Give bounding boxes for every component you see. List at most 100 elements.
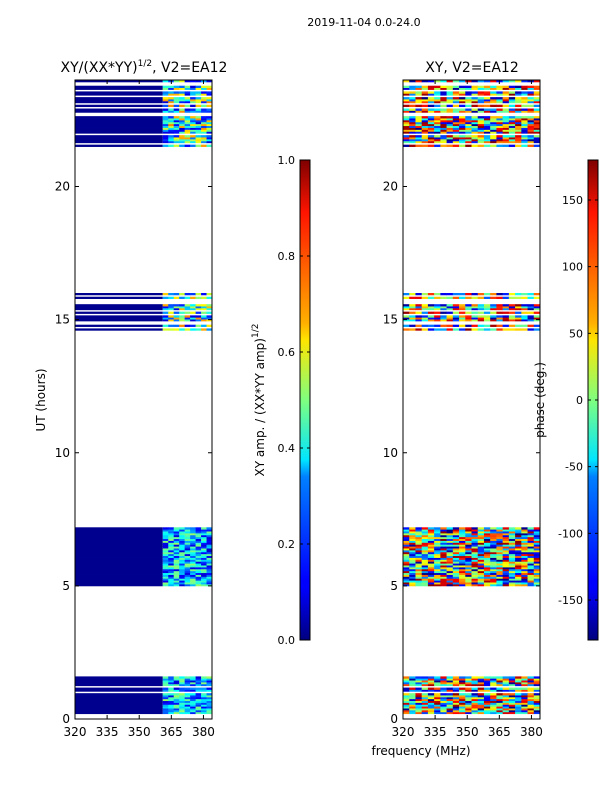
right-heatmap-cell xyxy=(527,580,535,583)
left-heatmap-cell xyxy=(179,307,185,311)
right-heatmap-cell xyxy=(465,693,472,696)
right-heatmap-cell xyxy=(521,119,528,123)
left-heatmap-cell xyxy=(201,680,207,683)
right-heatmap-cell xyxy=(477,304,485,307)
right-heatmap-cell xyxy=(409,582,416,585)
right-heatmap-cell xyxy=(496,570,503,574)
left-heatmap-cell xyxy=(195,583,202,587)
right-heatmap-cell xyxy=(508,557,516,560)
right-heatmap-cell xyxy=(427,702,435,705)
right-heatmap-cell xyxy=(533,566,540,570)
right-heatmap-cell xyxy=(527,570,535,574)
right-heatmap-cell xyxy=(483,568,491,572)
left-heatmap-cell xyxy=(168,555,175,558)
right-heatmap-cell xyxy=(533,683,540,687)
right-heatmap-cell xyxy=(421,315,429,318)
right-heatmap-cell xyxy=(533,116,540,119)
left-heatmap-cell xyxy=(162,324,169,327)
right-heatmap-cell xyxy=(465,311,472,314)
right-heatmap-cell xyxy=(490,700,497,703)
right-heatmap-cell xyxy=(502,696,510,700)
left-heatmap-cell xyxy=(168,307,175,311)
left-heatmap-cell xyxy=(173,87,180,90)
right-heatmap-cell xyxy=(527,125,535,128)
right-heatmap-cell xyxy=(459,680,466,683)
right-heatmap-cell xyxy=(440,706,447,709)
right-heatmap-cell xyxy=(521,676,528,679)
left-heatmap-cell xyxy=(201,566,207,570)
right-heatmap-cell xyxy=(477,583,485,587)
left-heatmap-cell xyxy=(184,137,191,140)
right-heatmap-cell xyxy=(521,572,528,575)
left-heatmap-cell xyxy=(195,80,202,83)
left-heatmap-cell xyxy=(184,693,191,696)
right-heatmap-cell xyxy=(471,698,479,702)
left-heatmap-cell xyxy=(190,702,196,705)
right-y-tick-label: 5 xyxy=(390,579,398,593)
right-heatmap-cell xyxy=(477,542,485,545)
right-heatmap-cell xyxy=(477,532,485,536)
right-heatmap-cell xyxy=(459,80,466,83)
left-heatmap-cell xyxy=(75,135,163,138)
left-heatmap-cell xyxy=(179,135,185,138)
right-heatmap-cell xyxy=(533,576,540,579)
right-heatmap-cell xyxy=(471,100,479,104)
right-heatmap-cell xyxy=(477,99,485,102)
right-heatmap-cell xyxy=(502,583,510,587)
right-heatmap-cell xyxy=(452,578,460,581)
right-heatmap-cell xyxy=(415,555,422,558)
left-heatmap-cell xyxy=(184,91,191,94)
left-heatmap-cell xyxy=(184,563,191,566)
right-heatmap-cell xyxy=(483,80,491,83)
right-heatmap-cell xyxy=(465,108,472,111)
right-heatmap-cell xyxy=(521,131,528,134)
right-heatmap-cell xyxy=(459,108,466,111)
left-heatmap-cell xyxy=(179,561,185,564)
right-heatmap-cell xyxy=(427,304,435,307)
left-heatmap-cell xyxy=(195,698,202,702)
left-heatmap-cell xyxy=(173,529,180,532)
left-heatmap-cell xyxy=(173,542,180,545)
right-heatmap-cell xyxy=(452,125,460,128)
right-heatmap-cell xyxy=(446,544,454,547)
right-heatmap-cell xyxy=(403,565,410,568)
right-heatmap-cell xyxy=(434,129,441,132)
right-heatmap-cell xyxy=(427,127,435,130)
right-heatmap-cell xyxy=(440,578,447,581)
right-heatmap-cell xyxy=(446,687,454,690)
right-heatmap-cell xyxy=(508,116,516,119)
left-heatmap-cell xyxy=(162,540,169,543)
right-heatmap-cell xyxy=(440,328,447,331)
right-heatmap-cell xyxy=(496,557,503,560)
right-heatmap-cell xyxy=(440,702,447,705)
left-heatmap-cell xyxy=(190,311,196,314)
right-heatmap-cell xyxy=(502,563,510,566)
left-heatmap-cell xyxy=(168,561,175,564)
left-heatmap-cell xyxy=(201,676,207,679)
right-heatmap-cell xyxy=(440,93,447,96)
right-heatmap-cell xyxy=(409,121,416,125)
left-heatmap-cell xyxy=(201,306,207,309)
left-heatmap-cell xyxy=(195,700,202,703)
right-heatmap-cell xyxy=(471,97,479,100)
left-heatmap-cell xyxy=(195,572,202,575)
right-heatmap-cell xyxy=(434,531,441,534)
left-heatmap-cell xyxy=(184,110,191,113)
right-heatmap-cell xyxy=(427,700,435,703)
right-heatmap-cell xyxy=(496,328,503,331)
right-heatmap-cell xyxy=(483,548,491,551)
left-heatmap-cell xyxy=(201,709,207,713)
right-heatmap-cell xyxy=(490,140,497,144)
right-heatmap-cell xyxy=(421,698,429,702)
left-heatmap-cell xyxy=(190,131,196,134)
left-heatmap-cell xyxy=(179,304,185,307)
right-heatmap-cell xyxy=(471,118,479,121)
left-heatmap-cell xyxy=(184,527,191,530)
right-heatmap-cell xyxy=(527,683,535,687)
left-heatmap-cell xyxy=(195,557,202,560)
right-heatmap-cell xyxy=(496,546,503,549)
right-heatmap-cell xyxy=(421,529,429,532)
right-heatmap-cell xyxy=(440,696,447,700)
right-heatmap-cell xyxy=(440,551,447,555)
right-heatmap-cell xyxy=(496,131,503,134)
